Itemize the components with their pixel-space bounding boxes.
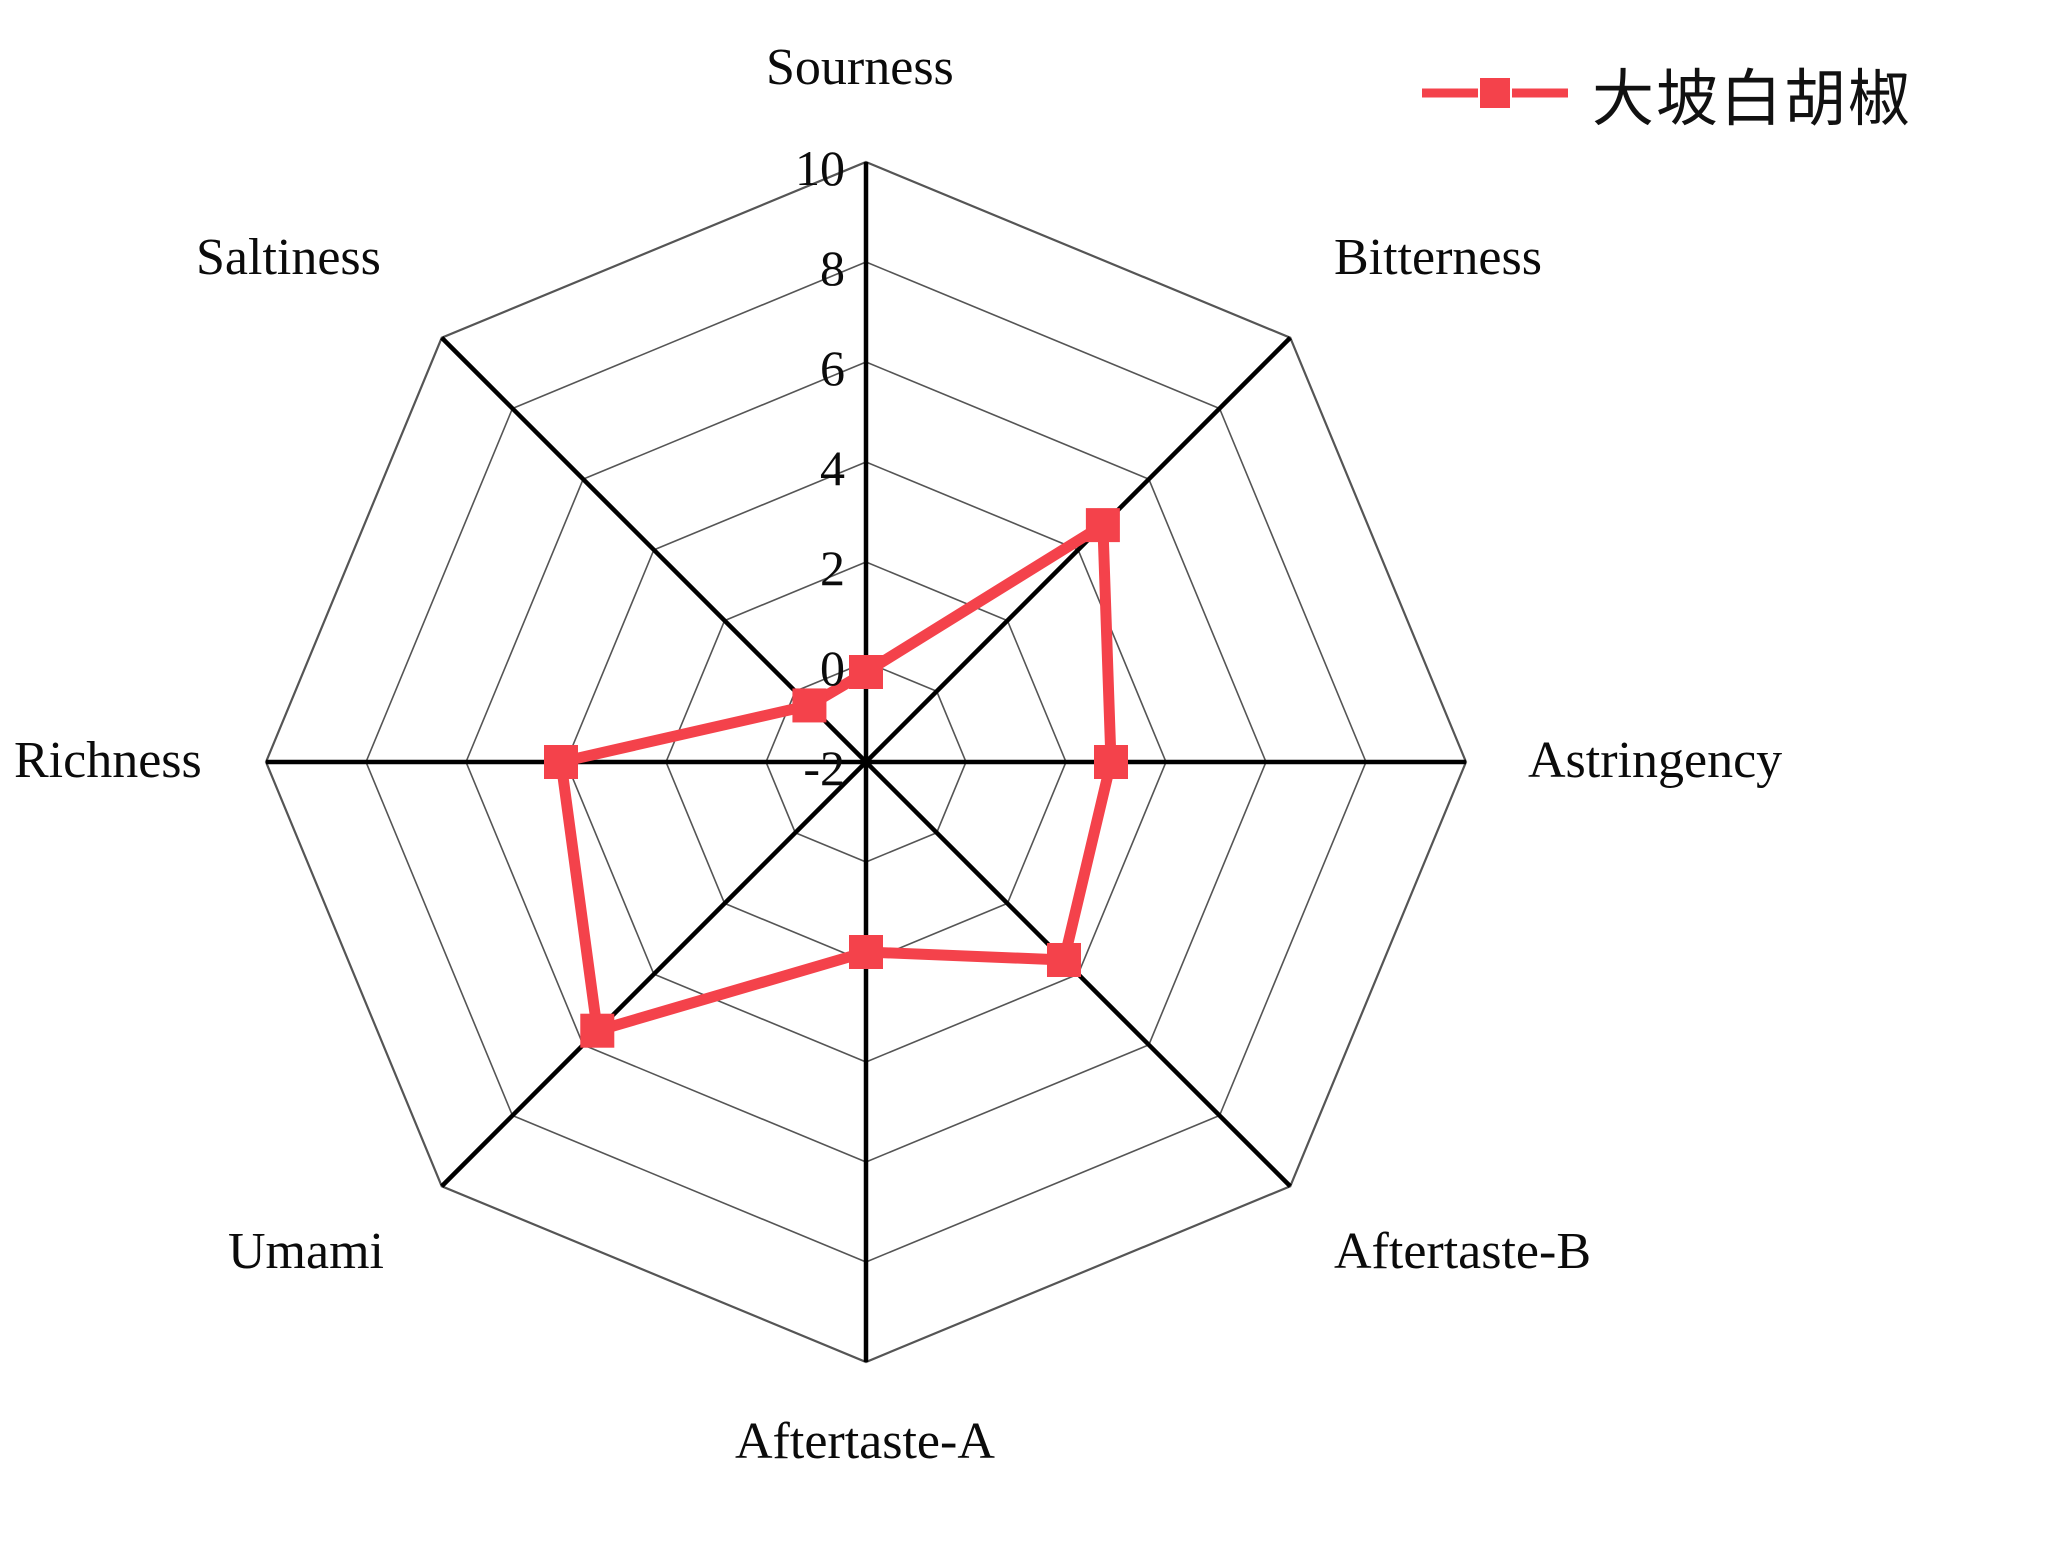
axis-label-bitterness: Bitterness	[1334, 229, 1542, 286]
data-point-saltiness	[792, 688, 827, 723]
tick-label-4: 4	[820, 440, 845, 496]
legend-marker-icon	[1422, 78, 1568, 108]
axis-spokes	[266, 162, 1466, 1362]
data-point-umami	[580, 1013, 615, 1048]
axis-label-aftertaste-a: Aftertaste-A	[735, 1413, 995, 1470]
legend-label: 大坡白胡椒	[1592, 65, 1913, 134]
axis-label-aftertaste-b: Aftertaste-B	[1334, 1223, 1592, 1280]
tick-label-8: 8	[820, 240, 845, 296]
axis-label-astringency: Astringency	[1528, 732, 1783, 789]
data-point-sourness	[849, 655, 883, 689]
tick-label-minus-2: -2	[803, 740, 845, 796]
legend: 大坡白胡椒	[1420, 48, 1912, 138]
axis-label-umami: Umami	[228, 1223, 384, 1280]
data-point-aftertaste-b	[1046, 942, 1081, 977]
axis-label-sourness: Sourness	[766, 39, 954, 96]
tick-label-6: 6	[820, 340, 845, 396]
series-markers	[544, 508, 1128, 1048]
data-point-richness	[544, 745, 578, 779]
axis-spoke-umami	[440, 760, 868, 1188]
axis-label-richness: Richness	[14, 732, 202, 789]
axis-spoke-bitterness	[864, 336, 1292, 764]
data-point-bitterness	[1085, 508, 1120, 543]
data-point-aftertaste-a	[849, 935, 883, 969]
data-point-astringency	[1094, 745, 1128, 779]
tick-label-10: 10	[795, 140, 845, 196]
tick-label-0: 0	[820, 640, 845, 696]
tick-label-2: 2	[820, 540, 845, 596]
axis-label-saltiness: Saltiness	[196, 229, 381, 286]
